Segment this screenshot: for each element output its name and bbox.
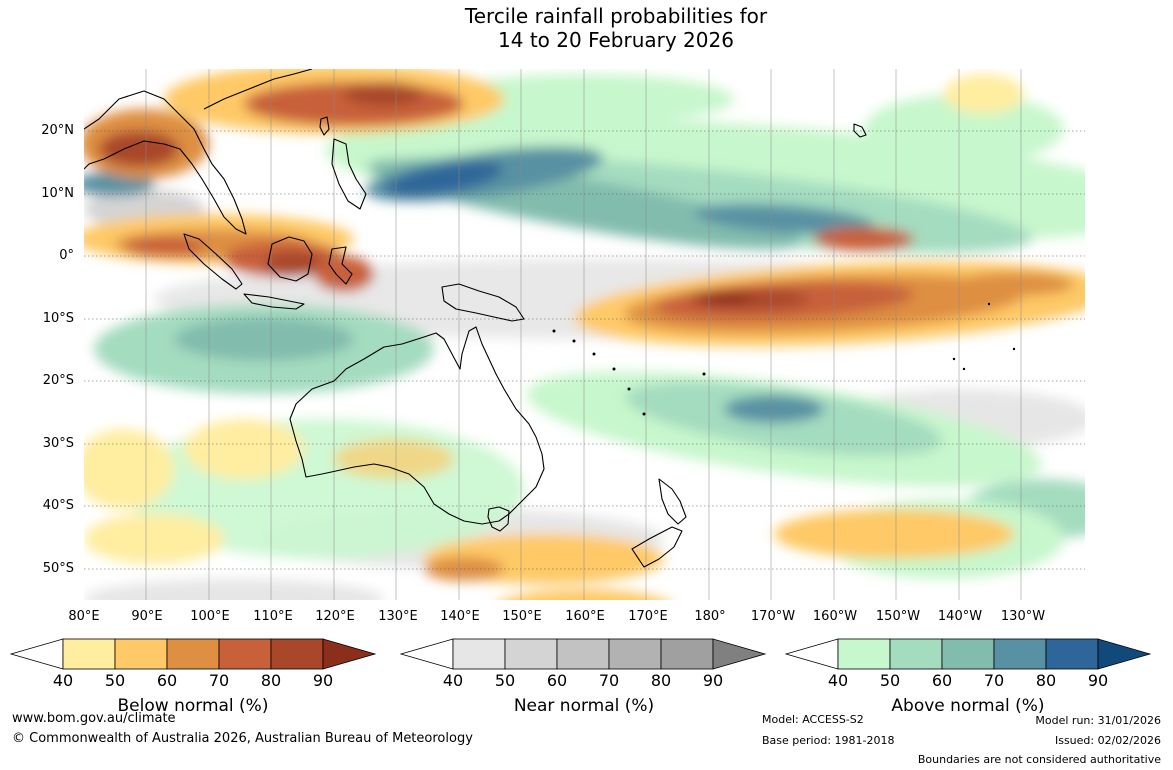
copyright-text: © Commonwealth of Australia 2026, Austra… (12, 731, 473, 746)
new-zealand-north (658, 478, 687, 525)
new-zealand-south (631, 526, 683, 568)
australia-coast (289, 326, 545, 525)
hawaii-coast (853, 123, 867, 138)
lat-label-0: 0° (59, 248, 74, 263)
sumatra-coast (183, 233, 243, 290)
below-colorbar-high-cap (322, 638, 377, 670)
borneo-coast (267, 236, 313, 282)
above-colorbar-segment (889, 638, 943, 670)
near-normal-label: Near normal (%) (513, 696, 655, 716)
lon-label-170e: 170°E (628, 609, 668, 624)
lon-label-110e: 110°E (253, 609, 293, 624)
near-tick-50: 50 (494, 671, 516, 690)
sulawesi-coast (328, 246, 353, 285)
near-colorbar-segment (504, 638, 558, 670)
lon-label-120e: 120°E (315, 609, 355, 624)
below-colorbar-segment (218, 638, 272, 670)
lon-label-160w: 160°W (812, 609, 858, 624)
below-tick-80: 80 (260, 671, 282, 690)
lon-label-150w: 150°W (875, 609, 921, 624)
near-normal-colorbar (400, 638, 767, 670)
below-tick-50: 50 (104, 671, 126, 690)
below-colorbar-segment (62, 638, 116, 670)
lat-label-20s: 20°S (42, 373, 74, 388)
lon-label-80e: 80°E (68, 609, 100, 624)
above-colorbar-segment (837, 638, 891, 670)
base-period: Base period: 1981-2018 (762, 734, 895, 747)
boundaries-disclaimer: Boundaries are not considered authoritat… (917, 753, 1161, 766)
near-tick-90: 90 (702, 671, 724, 690)
above-normal-colorbar (785, 638, 1152, 670)
bom-url-link[interactable]: www.bom.gov.au/climate (12, 711, 176, 726)
lon-label-140e: 140°E (440, 609, 480, 624)
near-colorbar-segment (556, 638, 610, 670)
above-tick-50: 50 (879, 671, 901, 690)
above-tick-90: 90 (1087, 671, 1109, 690)
lon-label-130e: 130°E (378, 609, 418, 624)
above-colorbar-low-cap (785, 638, 839, 670)
lat-label-10s: 10°S (42, 311, 74, 326)
above-colorbar-segment (941, 638, 995, 670)
title-line-1: Tercile rainfall probabilities for (464, 4, 768, 28)
taiwan-coast (319, 116, 330, 136)
title-line-2: 14 to 20 February 2026 (498, 28, 734, 52)
near-tick-40: 40 (442, 671, 464, 690)
near-colorbar-segment (608, 638, 662, 670)
model-name: Model: ACCESS-S2 (762, 713, 864, 726)
map-canvas (84, 69, 1085, 600)
near-tick-80: 80 (650, 671, 672, 690)
below-normal-colorbar (10, 638, 377, 670)
lat-label-50s: 50°S (42, 561, 74, 576)
coastlines (84, 69, 867, 568)
map-title: Tercile rainfall probabilities for 14 to… (0, 4, 1173, 52)
near-tick-60: 60 (546, 671, 568, 690)
tasmania-coast (487, 506, 510, 532)
below-tick-60: 60 (156, 671, 178, 690)
above-colorbar-high-cap (1097, 638, 1152, 670)
near-colorbar-segment (660, 638, 714, 670)
above-tick-40: 40 (827, 671, 849, 690)
small-islands (552, 302, 1016, 416)
above-tick-80: 80 (1035, 671, 1057, 690)
probability-field (84, 69, 1085, 600)
lat-label-10n: 10°N (41, 186, 74, 201)
below-tick-90: 90 (312, 671, 334, 690)
near-colorbar-segment (452, 638, 506, 670)
issued-date: Issued: 02/02/2026 (1054, 734, 1161, 747)
near-colorbar-low-cap (400, 638, 454, 670)
model-run-date: Model run: 31/01/2026 (1035, 714, 1161, 727)
near-colorbar-high-cap (712, 638, 767, 670)
below-tick-40: 40 (52, 671, 74, 690)
near-tick-70: 70 (598, 671, 620, 690)
lon-label-150e: 150°E (502, 609, 542, 624)
rainfall-probability-map (84, 69, 1085, 600)
lat-label-30s: 30°S (42, 436, 74, 451)
below-colorbar-low-cap (10, 638, 64, 670)
below-normal-label: Below normal (%) (117, 696, 269, 716)
above-normal-label: Above normal (%) (891, 696, 1045, 716)
above-colorbar-segment (1045, 638, 1099, 670)
lon-label-140w: 140°W (937, 609, 983, 624)
lat-label-20n: 20°N (41, 123, 74, 138)
above-colorbar-segment (993, 638, 1047, 670)
above-tick-70: 70 (983, 671, 1005, 690)
lon-label-180: 180° (694, 609, 726, 624)
lon-label-160e: 160°E (565, 609, 605, 624)
lon-label-170w: 170°W (750, 609, 796, 624)
above-tick-60: 60 (931, 671, 953, 690)
lon-label-130w: 130°W (1000, 609, 1046, 624)
meridians (145, 69, 1022, 600)
philippines-coast (331, 138, 367, 210)
below-colorbar-segment (270, 638, 324, 670)
lat-label-40s: 40°S (42, 498, 74, 513)
below-colorbar-segment (114, 638, 168, 670)
lon-label-90e: 90°E (131, 609, 163, 624)
asia-coast (84, 69, 313, 235)
below-tick-70: 70 (208, 671, 230, 690)
new-guinea-coast (441, 283, 525, 322)
graticule (84, 130, 1085, 570)
below-colorbar-segment (166, 638, 220, 670)
lon-label-100e: 100°E (190, 609, 230, 624)
java-coast (243, 293, 305, 310)
